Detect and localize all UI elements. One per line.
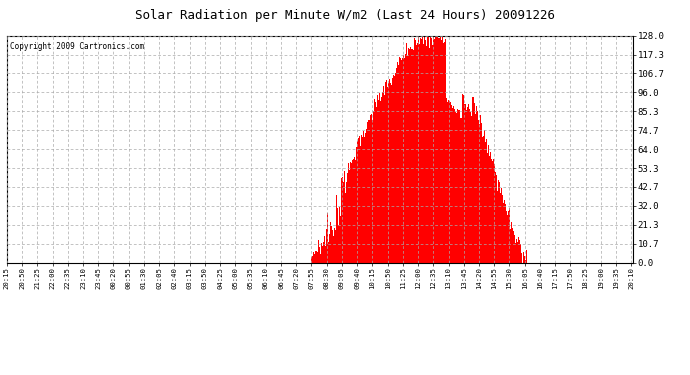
Text: Solar Radiation per Minute W/m2 (Last 24 Hours) 20091226: Solar Radiation per Minute W/m2 (Last 24… <box>135 9 555 22</box>
Text: Copyright 2009 Cartronics.com: Copyright 2009 Cartronics.com <box>10 42 144 51</box>
